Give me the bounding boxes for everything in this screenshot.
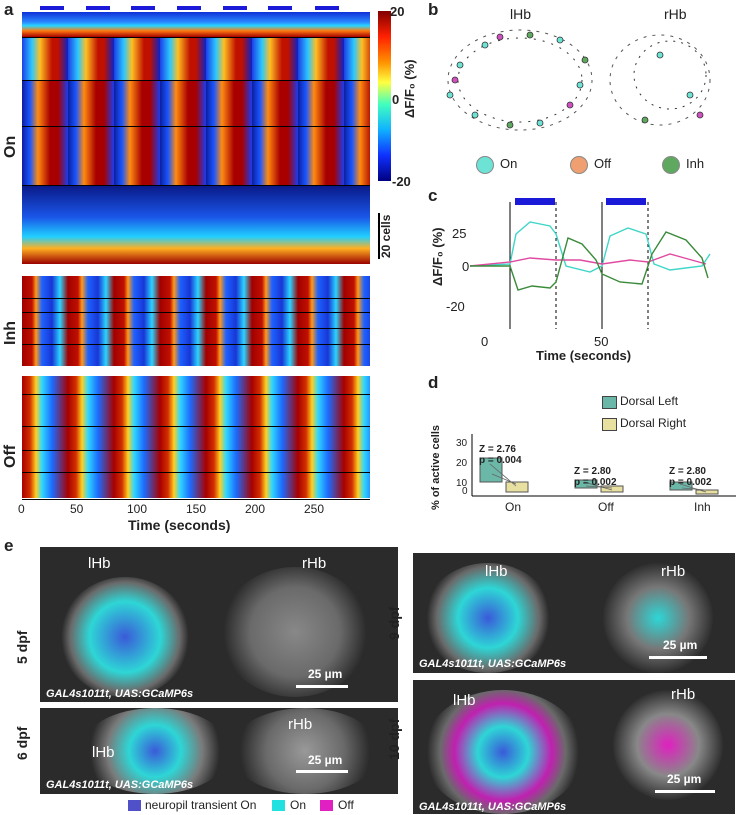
heatmap-on-4 [22, 127, 370, 185]
micrograph-6dpf: lHb rHb 25 µm GAL4s1011t, UAS:GCaMP6s [40, 708, 398, 794]
trace-plot [470, 198, 711, 329]
scale-bar [378, 213, 380, 259]
colorbar-min: -20 [392, 174, 411, 189]
micrograph-5dpf: lHb rHb 25 µm GAL4s1011t, UAS:GCaMP6s [40, 547, 398, 702]
category-inh: Inh [694, 500, 711, 514]
heatmap-off [22, 376, 370, 498]
heatmap-on-1 [22, 12, 370, 37]
c-ytick: 0 [462, 259, 470, 274]
rhb-label: rHb [664, 6, 687, 22]
lhb-label: lHb [510, 6, 532, 22]
scale-label: 20 cells [379, 214, 393, 258]
legend-dorsal-left: Dorsal Left [620, 394, 679, 408]
micrograph-9dpf: lHb rHb 25 µm GAL4s1011t, UAS:GCaMP6s [413, 553, 735, 673]
xtick: 100 [127, 502, 148, 516]
age-label: 5 dpf [14, 630, 30, 664]
colorbar-max: 20 [390, 4, 405, 19]
category-on: On [505, 500, 522, 514]
x-axis-label: Time (seconds) [128, 517, 231, 533]
c-xlabel: Time (seconds) [536, 348, 632, 363]
xtick: 50 [70, 502, 84, 516]
age-label: 10 dpf [386, 718, 402, 760]
heatmap-on-3 [22, 81, 370, 126]
panel-label-b: b [428, 0, 439, 19]
group-label-on: On [2, 135, 19, 158]
age-label: 9 dpf [386, 606, 402, 640]
d-ylabel: % of active cells [430, 425, 442, 510]
colorbar-zero: 0 [392, 92, 400, 107]
heatmap-inh [22, 276, 370, 366]
group-label-inh: Inh [2, 321, 19, 345]
cell-map [446, 29, 711, 131]
c-ytick: 25 [452, 226, 467, 241]
category-off: Off [598, 500, 614, 514]
panel-label-c: c [428, 186, 438, 205]
colorbar-label: ΔF/F₀ (%) [402, 59, 417, 118]
xtick: 250 [304, 502, 325, 516]
xtick: 0 [18, 502, 25, 516]
age-label: 6 dpf [14, 726, 30, 760]
xtick: 200 [245, 502, 266, 516]
panel-label-d: d [428, 373, 439, 392]
legend-dorsal-right: Dorsal Right [620, 416, 687, 430]
c-xtick: 50 [594, 334, 609, 349]
panel-label-e: e [4, 536, 14, 555]
heatmap-on-2 [22, 38, 370, 80]
c-xtick: 0 [481, 334, 489, 349]
heatmap-on-5 [22, 186, 370, 264]
c-ytick: -20 [446, 299, 465, 314]
colorbar [378, 11, 391, 181]
panel-label-a: a [4, 0, 14, 19]
group-label-off: Off [2, 444, 19, 468]
micrograph-10dpf: lHb rHb 25 µm GAL4s1011t, UAS:GCaMP6s [413, 680, 735, 814]
xtick: 150 [186, 502, 207, 516]
boxplot [471, 434, 736, 497]
c-ylabel: ΔF/F₀ (%) [430, 227, 445, 286]
